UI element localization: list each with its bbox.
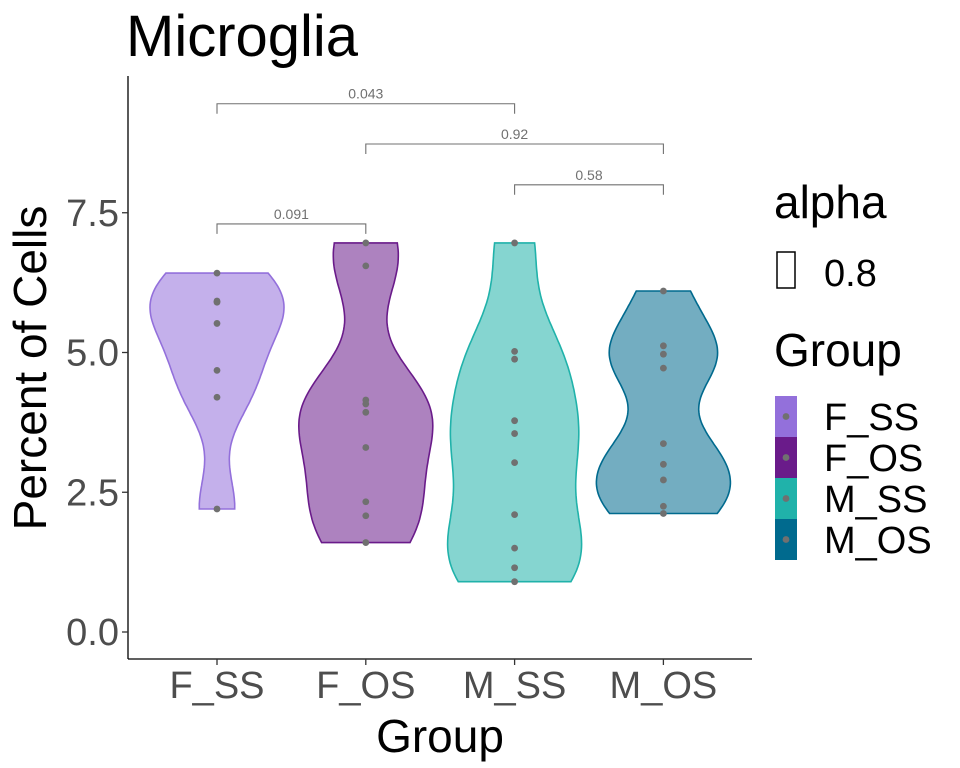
y-axis-title: Percent of Cells <box>4 206 56 531</box>
comparison-bracket <box>216 223 367 234</box>
data-points <box>213 239 667 586</box>
data-point <box>660 460 667 468</box>
p-value-label: 0.92 <box>501 126 528 142</box>
data-point <box>213 393 221 401</box>
data-point <box>511 544 518 552</box>
x-axis-ticks: F_SS F_OS M_SS M_OS <box>169 659 717 707</box>
p-value-label: 0.58 <box>575 167 602 183</box>
legend-group-title: Group <box>774 324 902 376</box>
y-tick-label: 7.5 <box>66 193 119 235</box>
p-value-label: 0.043 <box>348 86 383 102</box>
violin-m-ss <box>446 242 583 583</box>
data-point <box>213 298 221 306</box>
violins <box>149 242 732 583</box>
x-axis-title: Group <box>376 710 504 762</box>
data-point <box>213 505 221 513</box>
significance-brackets: 0.091 0.043 0.92 0.58 <box>216 86 664 234</box>
legend-key-point <box>782 454 790 461</box>
data-point <box>511 430 518 437</box>
x-tick-label: M_OS <box>610 665 718 707</box>
data-point <box>660 342 667 350</box>
legend-alpha-label: 0.8 <box>824 253 877 295</box>
legend-label: F_OS <box>824 438 923 480</box>
legend-label: M_OS <box>824 520 932 562</box>
data-point <box>511 417 518 425</box>
legend-alpha-title: alpha <box>774 176 887 228</box>
x-tick-label: F_OS <box>316 665 415 707</box>
legend: alpha 0.8 Group F_SSF_OSM_SSM_OS <box>774 176 932 562</box>
legend-group-items: F_SSF_OSM_SSM_OS <box>775 396 932 562</box>
data-point <box>660 440 667 448</box>
data-point <box>660 476 667 484</box>
data-point <box>213 269 221 277</box>
data-point <box>660 502 667 510</box>
legend-key-point <box>782 536 790 543</box>
data-point <box>660 350 667 358</box>
data-point <box>362 444 370 451</box>
data-point <box>511 459 518 467</box>
data-point <box>511 347 518 355</box>
data-point <box>362 539 370 546</box>
data-point <box>660 364 667 372</box>
x-tick-label: M_SS <box>463 665 566 707</box>
data-point <box>362 262 370 270</box>
legend-label: M_SS <box>824 479 927 521</box>
violin-f-os <box>297 242 434 544</box>
data-point <box>660 510 667 517</box>
legend-alpha-key <box>776 251 796 289</box>
legend-label: F_SS <box>824 397 919 439</box>
violin-f-ss <box>149 272 285 510</box>
comparison-bracket <box>216 103 516 114</box>
data-point <box>511 564 518 572</box>
data-point <box>362 512 370 520</box>
data-point <box>511 578 518 586</box>
data-point <box>213 320 221 327</box>
violin-m-os <box>595 290 732 515</box>
chart-title: Microglia <box>126 4 359 69</box>
legend-key-point <box>782 413 790 420</box>
y-tick-label: 2.5 <box>66 472 119 514</box>
data-point <box>362 408 370 416</box>
comparison-bracket <box>514 184 664 195</box>
data-point <box>362 239 370 247</box>
data-point <box>213 366 221 374</box>
y-tick-label: 0.0 <box>66 612 119 654</box>
p-value-label: 0.091 <box>274 206 309 222</box>
y-tick-label: 5.0 <box>66 333 119 375</box>
legend-key-point <box>782 495 790 502</box>
y-axis-ticks: 0.0 2.5 5.0 7.5 <box>66 193 128 654</box>
comparison-bracket <box>365 143 664 154</box>
data-point <box>660 287 667 295</box>
data-point <box>362 400 370 408</box>
data-point <box>362 498 370 506</box>
data-point <box>511 511 518 519</box>
x-tick-label: F_SS <box>169 665 264 707</box>
data-point <box>511 355 518 363</box>
data-point <box>511 239 518 247</box>
